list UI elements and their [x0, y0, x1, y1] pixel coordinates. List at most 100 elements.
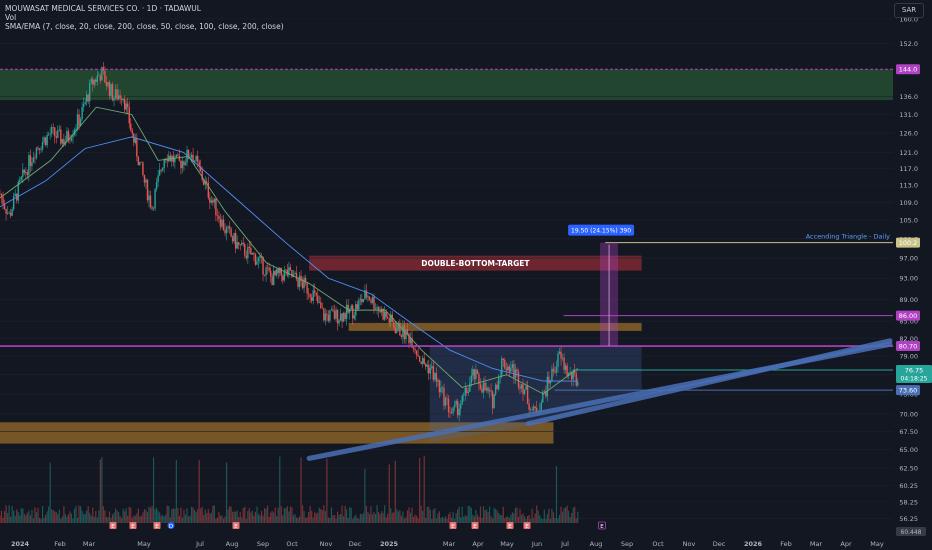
candle-body	[531, 409, 533, 411]
volume-bar	[323, 505, 325, 523]
candle-body	[417, 354, 419, 357]
price-tick: 62.50	[899, 465, 918, 473]
price-tick: 89.00	[899, 296, 918, 304]
volume-bar	[16, 509, 18, 523]
volume-bar	[114, 508, 117, 523]
volume-bar	[20, 508, 22, 523]
candle-body	[265, 267, 267, 276]
volume-bar	[102, 506, 104, 523]
candle-body	[228, 226, 231, 229]
candle-body	[399, 322, 401, 336]
candle-body	[119, 95, 121, 99]
time-tick: Mar	[810, 540, 823, 548]
symbol-title[interactable]: MOUWASAT MEDICAL SERVICES CO. · 1D · TAD…	[5, 4, 201, 13]
candle-body	[123, 98, 126, 110]
candle-body	[475, 369, 477, 380]
volume-bar	[394, 460, 396, 523]
candle-body	[158, 169, 161, 176]
candle-body	[108, 81, 111, 96]
volume-bar	[312, 517, 314, 523]
volume-bar	[257, 513, 260, 523]
candle-body	[177, 154, 179, 156]
candle-body	[233, 232, 235, 242]
candle-body	[25, 172, 27, 173]
candle-body	[8, 212, 10, 214]
candle-body	[379, 310, 381, 313]
candle-body	[248, 246, 251, 248]
volume-bar	[279, 456, 281, 523]
volume-bar	[437, 513, 439, 523]
volume-bar	[537, 510, 539, 523]
volume-bar	[99, 459, 101, 523]
candle-body	[353, 315, 355, 319]
level-badge-2	[896, 310, 920, 321]
candle-body	[426, 364, 428, 367]
volume-bar	[151, 506, 153, 523]
candle-body	[221, 219, 223, 227]
candle-body	[504, 359, 506, 369]
volume-bar	[131, 517, 133, 523]
candle-body	[570, 371, 573, 380]
volume-bar	[247, 510, 249, 523]
volume-bar	[221, 515, 223, 523]
time-tick: May	[870, 540, 884, 548]
price-tick: 117.0	[899, 165, 918, 173]
candle-body	[3, 204, 6, 210]
ma-indicator-label[interactable]: SMA/EMA (7, close, 20, close, 200, close…	[5, 22, 284, 31]
candle-body	[327, 314, 330, 321]
volume-bar	[347, 517, 349, 523]
volume-bar	[409, 512, 412, 523]
volume-bar	[192, 507, 194, 523]
candle-body	[508, 366, 511, 372]
volume-bar	[545, 518, 547, 523]
candle-body	[224, 230, 226, 234]
event-marker-label: D	[169, 524, 173, 530]
volume-bar	[89, 512, 91, 523]
volume-bar	[470, 508, 472, 523]
event-marker-label: E	[234, 524, 238, 530]
volume-bar	[137, 508, 139, 523]
time-tick: Oct	[286, 540, 298, 548]
candle-body	[22, 169, 24, 177]
candle-body	[507, 366, 509, 371]
volume-bar	[507, 516, 509, 523]
candle-body	[199, 166, 202, 171]
candle-body	[174, 157, 176, 163]
volume-bar	[482, 506, 485, 523]
measure-label-box	[568, 224, 635, 236]
event-marker	[153, 522, 161, 529]
volume-indicator-label[interactable]: Vol	[5, 13, 17, 22]
volume-bar	[268, 516, 270, 523]
volume-bar	[63, 506, 65, 523]
volume-bar	[206, 513, 208, 523]
volume-bar	[368, 513, 371, 523]
volume-bar	[505, 516, 507, 523]
volume-bar	[466, 515, 468, 523]
candle-body	[6, 212, 9, 214]
zone-0	[0, 69, 893, 101]
candle-body	[352, 305, 354, 319]
volume-bar	[292, 515, 295, 523]
volume-bar	[391, 512, 393, 523]
volume-bar	[320, 508, 322, 523]
volume-bar	[72, 518, 74, 523]
candle-body	[26, 172, 29, 176]
candle-body	[266, 267, 269, 269]
currency-button[interactable]: SAR	[894, 3, 924, 18]
time-tick: Feb	[54, 540, 66, 548]
candle-body	[236, 242, 238, 249]
volume-bar	[510, 514, 512, 523]
volume-bar	[149, 507, 152, 523]
time-tick: Jul	[560, 540, 569, 548]
candle-body	[467, 391, 469, 393]
candle-body	[549, 381, 552, 384]
volume-bar	[343, 516, 345, 523]
candle-body	[528, 403, 530, 410]
candle-body	[49, 133, 51, 135]
candle-body	[92, 79, 94, 85]
price-tick: 113.0	[899, 182, 918, 190]
candle-body	[60, 129, 62, 144]
volume-bar	[519, 508, 521, 523]
volume-bar	[428, 506, 430, 523]
